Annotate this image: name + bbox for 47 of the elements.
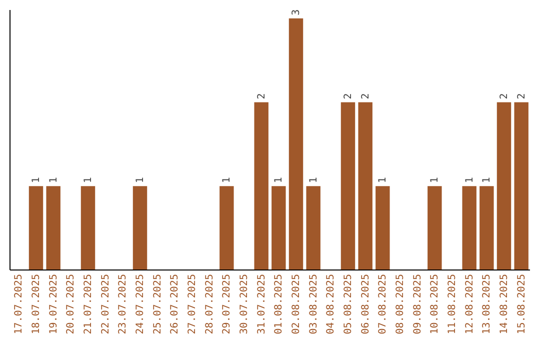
x-tick-label: 05.08.2025: [343, 274, 354, 334]
x-tick-label: 08.08.2025: [395, 274, 406, 334]
x-tick-label: 26.07.2025: [170, 274, 181, 334]
x-tick-label: 25.07.2025: [152, 274, 164, 334]
x-tick-label: 27.07.2025: [187, 274, 198, 334]
data-label: 2: [343, 93, 354, 100]
x-tick-label: 28.07.2025: [204, 274, 216, 334]
x-tick-label: 18.07.2025: [31, 274, 42, 334]
data-label: 1: [83, 177, 94, 184]
data-label: 1: [135, 177, 146, 184]
x-tick-label: 31.07.2025: [256, 274, 268, 334]
data-label: 1: [31, 177, 42, 184]
data-label: 1: [48, 177, 60, 184]
x-tick-label: 07.08.2025: [378, 274, 389, 334]
x-tick-label: 19.07.2025: [48, 274, 60, 334]
x-tick-label: 01.08.2025: [274, 274, 285, 334]
x-tick-label: 23.07.2025: [118, 274, 129, 334]
data-label: 2: [360, 93, 372, 100]
x-tick-label: 04.08.2025: [326, 274, 337, 334]
x-tick-label: 09.08.2025: [412, 274, 424, 334]
data-label: 1: [482, 177, 493, 184]
data-label: 2: [499, 93, 510, 100]
x-tick-label: 06.08.2025: [360, 274, 372, 334]
data-label: 1: [308, 177, 320, 184]
data-label: 3: [291, 9, 302, 16]
x-tick-label: 14.08.2025: [499, 274, 510, 334]
x-tick-label: 22.07.2025: [100, 274, 112, 334]
x-tick-label: 13.08.2025: [482, 274, 493, 334]
x-tick-label: 10.08.2025: [430, 274, 441, 334]
x-tick-label: 30.07.2025: [239, 274, 250, 334]
data-label: 1: [430, 177, 441, 184]
x-tick-label: 17.07.2025: [14, 274, 25, 334]
x-tick-label: 02.08.2025: [291, 274, 302, 334]
data-label: 1: [222, 177, 233, 184]
x-tick-label: 11.08.2025: [447, 274, 458, 334]
x-tick-label: 24.07.2025: [135, 274, 146, 334]
data-label: 1: [378, 177, 389, 184]
data-label: 2: [256, 93, 268, 100]
x-tick-label: 03.08.2025: [308, 274, 320, 334]
x-tick-label: 20.07.2025: [66, 274, 77, 334]
data-label: 1: [464, 177, 476, 184]
x-tick-label: 15.08.2025: [516, 274, 528, 334]
data-label: 1: [274, 177, 285, 184]
x-tick-label: 29.07.2025: [222, 274, 233, 334]
data-label: 2: [516, 93, 528, 100]
x-tick-label: 21.07.2025: [83, 274, 94, 334]
x-tick-label: 12.08.2025: [464, 274, 476, 334]
